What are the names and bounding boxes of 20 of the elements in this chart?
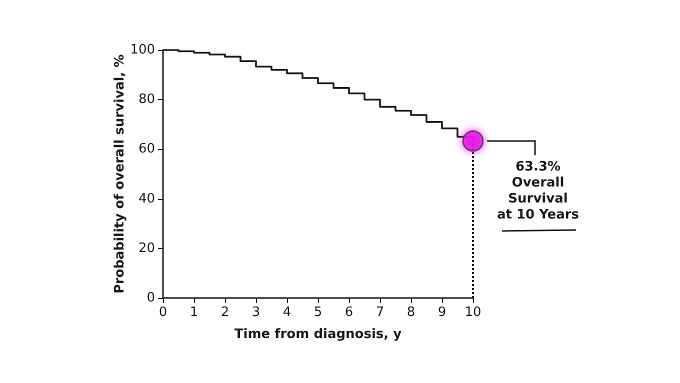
x-tick-label: 10 <box>464 305 482 320</box>
y-axis-title: Probability of overall survival, % <box>112 54 128 294</box>
x-axis-title: Time from diagnosis, y <box>234 327 402 342</box>
x-tick-label: 7 <box>376 305 384 320</box>
x-tick-label: 4 <box>282 305 292 320</box>
x-tick-label: 3 <box>252 305 260 320</box>
y-tick-label: 80 <box>138 92 155 108</box>
x-tick-label: 6 <box>344 305 354 320</box>
x-tick-label: 5 <box>314 305 322 320</box>
annotation: 63.3% Overall Survival at 10 Years <box>496 160 580 223</box>
x-tick-label: 8 <box>406 305 416 320</box>
x-tick-label: 1 <box>190 305 198 320</box>
x-tick-label: 2 <box>220 305 230 320</box>
y-tick-label: 0 <box>146 290 155 306</box>
x-tick-label: 0 <box>158 305 168 320</box>
y-tick-label: 60 <box>138 142 155 157</box>
y-tick-label: 20 <box>138 240 155 256</box>
x-tick-label: 9 <box>438 305 446 320</box>
y-tick-label: 40 <box>138 191 155 206</box>
y-tick-label: 100 <box>130 42 155 58</box>
